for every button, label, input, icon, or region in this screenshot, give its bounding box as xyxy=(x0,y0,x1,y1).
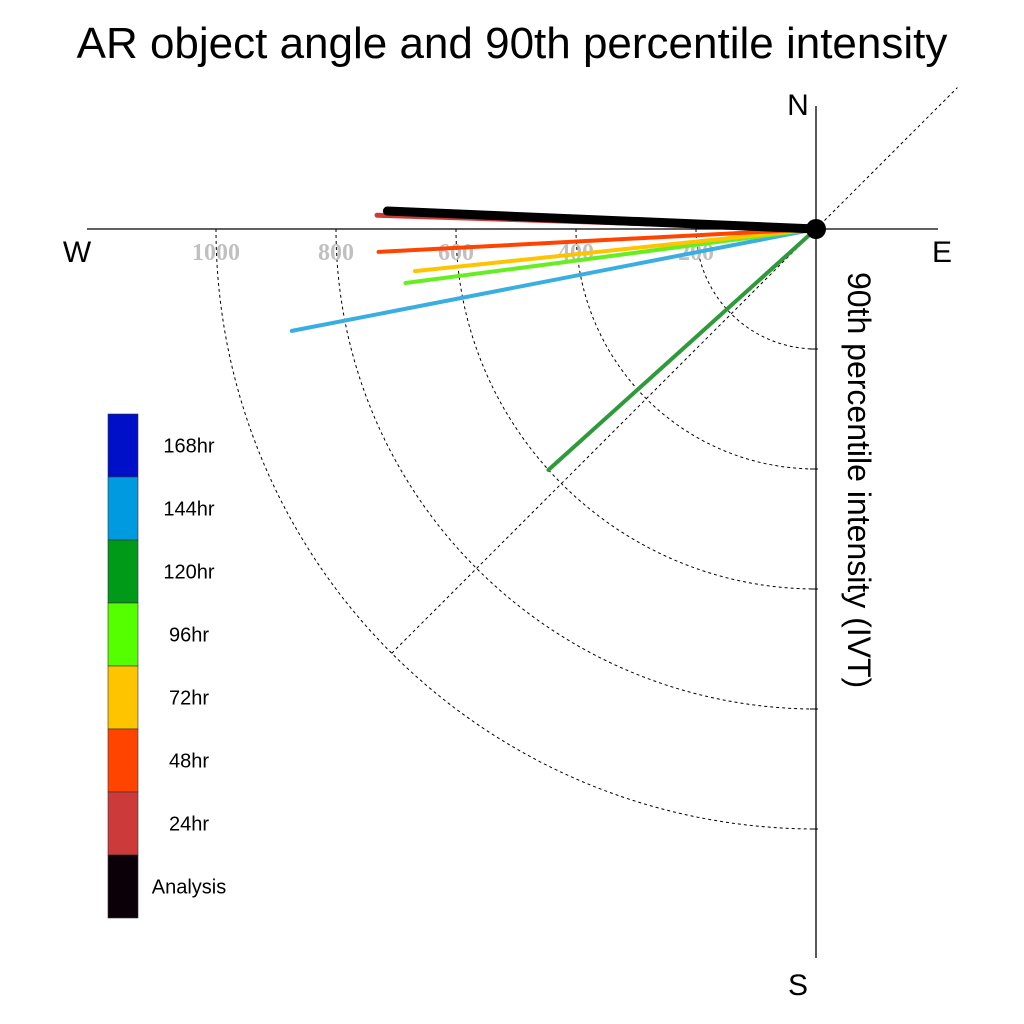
compass-north-label: N xyxy=(787,89,809,122)
legend-label-analysis: Analysis xyxy=(152,877,226,899)
vector-120hr xyxy=(546,227,818,472)
compass-east-label: E xyxy=(932,236,952,269)
legend-label-24hr: 24hr xyxy=(169,814,209,836)
radial-tick-label-600: 600 xyxy=(438,240,474,266)
legend-swatch-168hr xyxy=(107,413,139,478)
legend-swatch-analysis xyxy=(107,854,139,919)
legend: 168hr 144hr 120hr 96hr 72hr 48hr 24hr Analysis xyxy=(107,413,226,919)
legend-label-144hr: 144hr xyxy=(163,499,214,521)
legend-label-168hr: 168hr xyxy=(163,436,214,458)
legend-swatch-120hr xyxy=(107,539,139,604)
legend-label-96hr: 96hr xyxy=(169,625,209,647)
origin-point xyxy=(806,219,826,239)
vector-72hr xyxy=(413,227,818,274)
range-ring-200 xyxy=(695,228,817,350)
legend-swatch-96hr xyxy=(107,602,139,667)
compass-west-label: W xyxy=(63,236,92,269)
legend-swatch-48hr xyxy=(107,728,139,793)
polar-grid xyxy=(215,87,958,830)
range-ring-1000 xyxy=(215,228,817,830)
y-axis-label: 90th percentile intensity (IVT) xyxy=(841,272,877,688)
compass-south-label: S xyxy=(788,969,808,1002)
legend-label-72hr: 72hr xyxy=(169,688,209,710)
diagonal-guide xyxy=(391,87,958,654)
vector-144hr xyxy=(289,227,818,333)
legend-swatch-72hr xyxy=(107,665,139,730)
vector-48hr xyxy=(376,227,818,254)
legend-swatch-144hr xyxy=(107,476,139,541)
legend-swatch-24hr xyxy=(107,791,139,856)
radial-tick-label-1000: 1000 xyxy=(192,240,240,266)
radial-tick-label-800: 800 xyxy=(318,240,354,266)
legend-label-120hr: 120hr xyxy=(163,562,214,584)
chart-title: AR object angle and 90th percentile inte… xyxy=(77,19,948,68)
series-vectors xyxy=(289,206,821,472)
vector-analysis xyxy=(382,206,821,234)
legend-label-48hr: 48hr xyxy=(169,751,209,773)
